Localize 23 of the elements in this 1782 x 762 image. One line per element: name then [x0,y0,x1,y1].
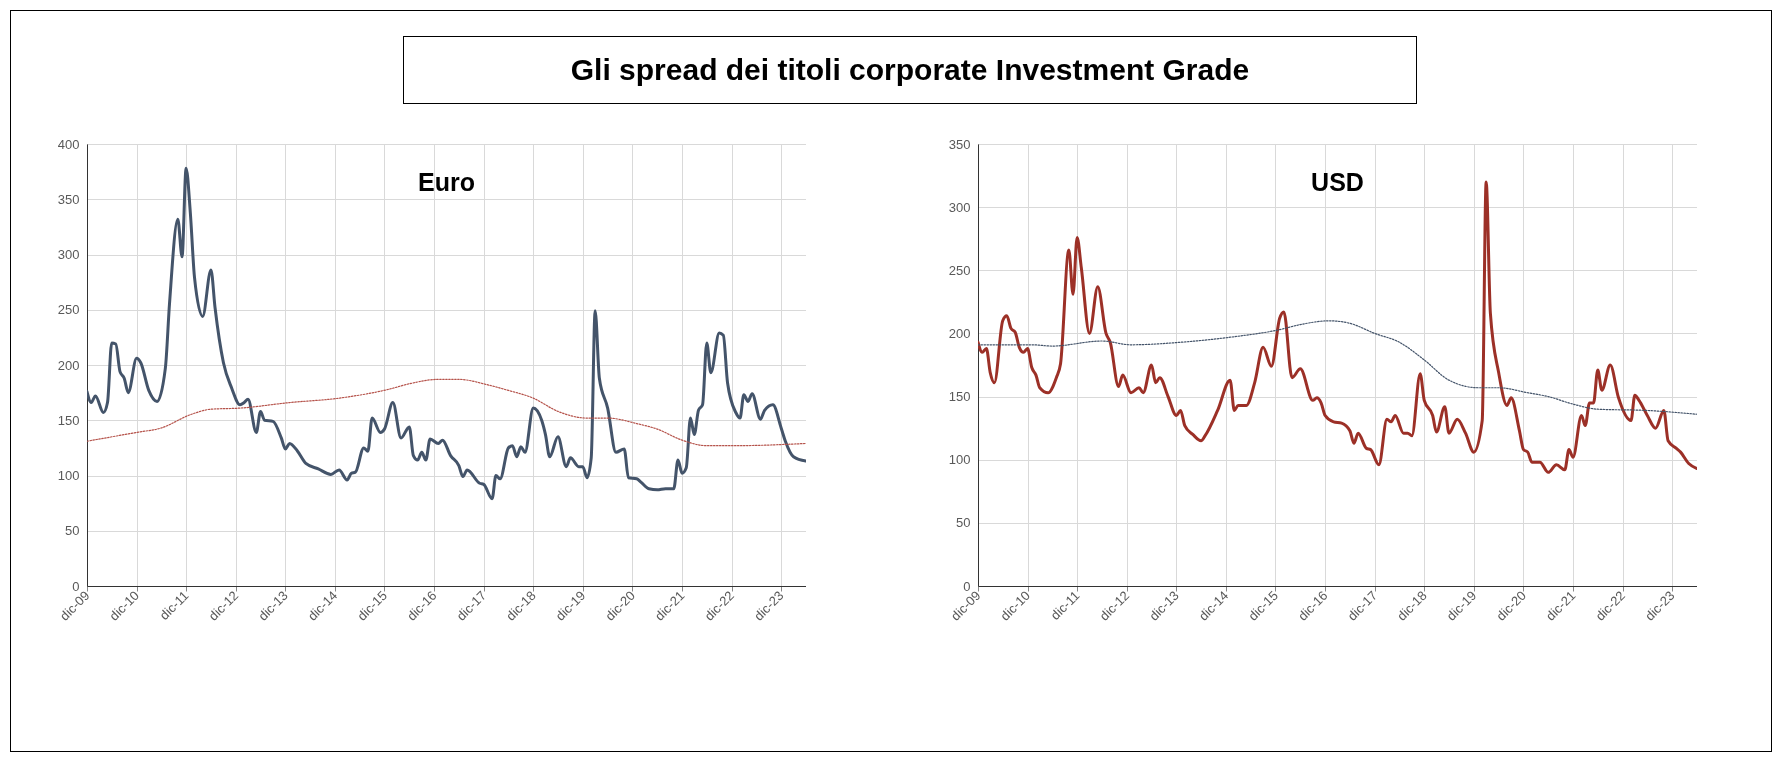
y-tick-label: 50 [956,515,971,531]
line-series [978,320,1697,415]
y-tick-label: 50 [65,523,80,539]
y-tick-label: 100 [57,468,80,483]
y-tick-label: 200 [948,325,971,341]
text: Gli spread dei titoli corporate Investment Grade [403,36,1417,104]
y-tick-label: 350 [57,191,80,207]
y-tick-label: 150 [948,389,971,405]
y-tick-label: 0 [963,578,971,594]
y-tick-label: 300 [948,199,971,215]
line-series [87,378,806,447]
text: Euro [418,168,475,196]
y-tick-label: 200 [57,357,80,373]
y-tick-label: 0 [72,578,80,594]
line-series [87,166,806,501]
y-tick-label: 250 [57,302,80,318]
y-tick-label: 150 [57,412,80,428]
y-tick-label: 100 [948,452,971,468]
text: USD [1311,168,1364,196]
y-tick-label: 250 [948,262,971,278]
y-tick-label: 400 [57,136,80,152]
y-tick-label: 300 [57,247,80,262]
y-tick-label: 350 [948,136,971,152]
